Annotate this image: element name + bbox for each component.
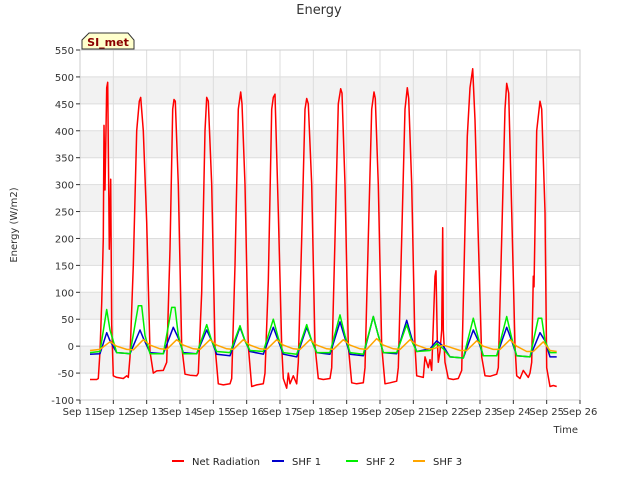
site-badge-label: SI_met — [87, 36, 129, 49]
legend-label: SHF 3 — [433, 457, 462, 468]
y-tick-label: 0 — [68, 342, 74, 353]
x-tick-label: Sep 22 — [429, 407, 464, 418]
y-tick-label: 550 — [55, 46, 74, 57]
site-badge: SI_met — [81, 32, 135, 50]
background-band — [80, 211, 580, 239]
legend: Net Radiation SHF 1 SHF 2 SHF 3 — [172, 457, 462, 468]
background-band — [80, 292, 580, 320]
x-tick-label: Sep 25 — [529, 407, 564, 418]
x-tick-label: Sep 16 — [229, 407, 264, 418]
series-line-shf-3 — [89, 337, 557, 353]
background-band — [80, 184, 580, 212]
x-tick-label: Sep 17 — [263, 407, 298, 418]
legend-label: SHF 2 — [366, 457, 395, 468]
y-axis-label: Energy (W/m2) — [9, 187, 20, 262]
y-tick-label: 50 — [61, 315, 74, 326]
x-tick-label: Sep 26 — [563, 407, 598, 418]
y-tick-label: 100 — [55, 288, 74, 299]
background-band — [80, 130, 580, 158]
series-lines — [89, 68, 557, 389]
background-band — [80, 50, 580, 77]
plot-background-bands — [80, 50, 580, 400]
chart-title: Energy — [296, 3, 342, 18]
background-band — [80, 238, 580, 266]
x-tick-label: Sep 21 — [396, 407, 431, 418]
y-tick-label: 500 — [55, 73, 74, 84]
x-tick-label: Sep 24 — [496, 407, 531, 418]
background-band — [80, 319, 580, 347]
y-tick-label: 150 — [55, 261, 74, 272]
plot-frame — [79, 49, 581, 401]
x-tick-label: Sep 12 — [96, 407, 131, 418]
y-tick-label: 350 — [55, 154, 74, 165]
series-line-net-radiation — [90, 68, 557, 389]
y-tick-label: 400 — [55, 127, 74, 138]
y-tick-label: 450 — [55, 100, 74, 111]
x-tick-label: Sep 19 — [329, 407, 364, 418]
y-tick-label: -100 — [51, 396, 74, 407]
site-badge-shape — [81, 32, 135, 50]
y-axis-ticks: -100 -50 0 50 100 150 200 250 300 350 400 450 500 550 — [51, 46, 80, 407]
background-band — [80, 103, 580, 131]
y-tick-label: -50 — [58, 369, 74, 380]
x-tick-label: Sep 13 — [129, 407, 164, 418]
x-tick-label: Sep 15 — [196, 407, 231, 418]
background-band — [80, 265, 580, 293]
y-tick-label: 250 — [55, 208, 74, 219]
background-band — [80, 157, 580, 185]
series-line-shf-2 — [89, 305, 557, 359]
x-tick-label: Sep 18 — [296, 407, 331, 418]
y-tick-label: 300 — [55, 181, 74, 192]
legend-label: SHF 1 — [292, 457, 321, 468]
y-tick-label: 200 — [55, 234, 74, 245]
x-tick-label: Sep 11 — [63, 407, 98, 418]
x-tick-label: Sep 14 — [163, 407, 198, 418]
x-tick-label: Sep 20 — [363, 407, 398, 418]
background-band — [80, 76, 580, 104]
legend-label: Net Radiation — [192, 457, 260, 468]
x-axis-label: Time — [553, 425, 578, 436]
x-tick-label: Sep 23 — [463, 407, 498, 418]
